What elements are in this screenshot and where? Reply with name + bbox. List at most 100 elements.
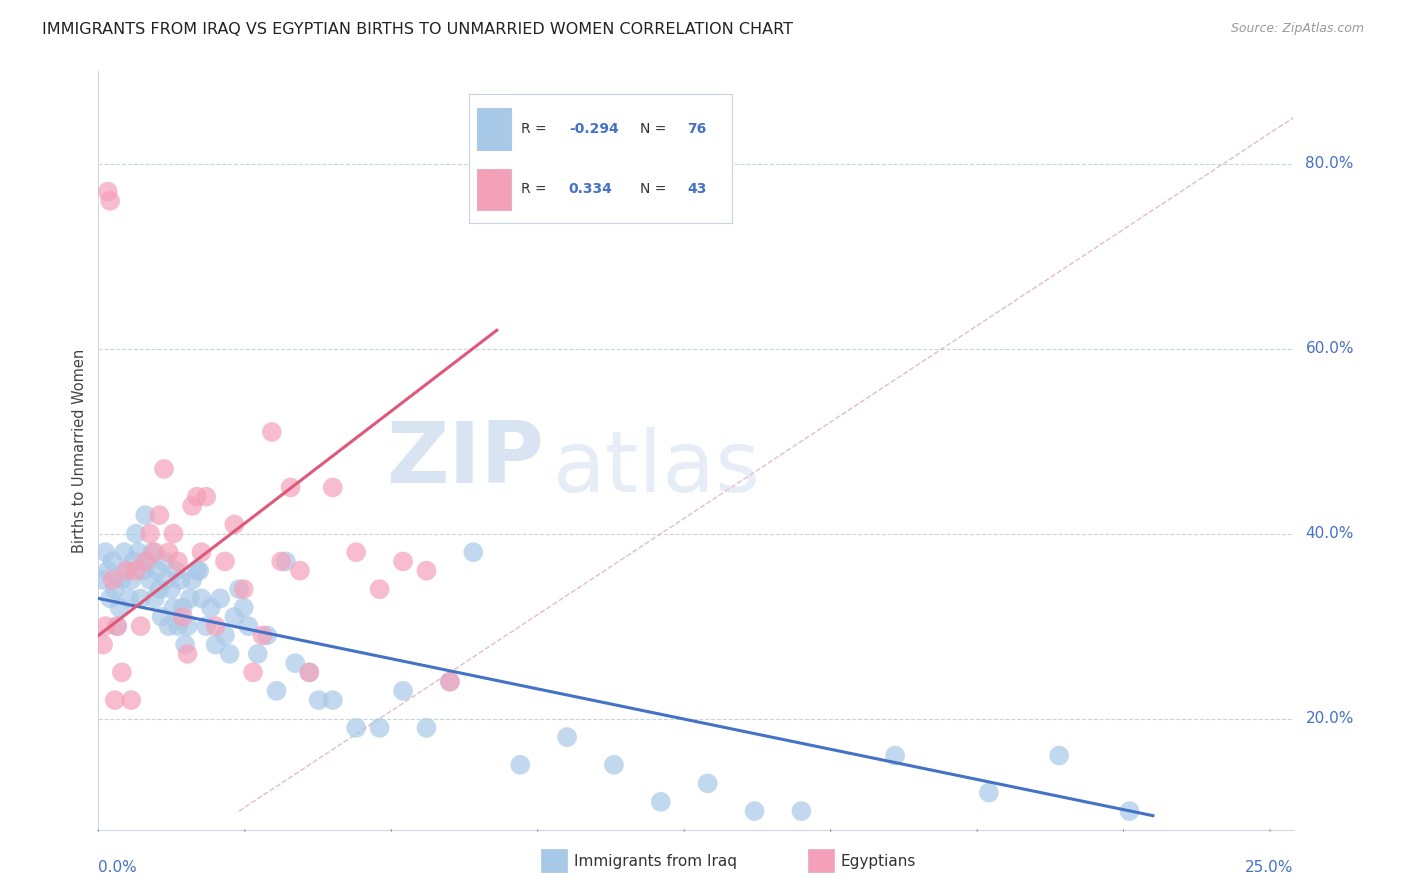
Point [120,573,142,587]
Text: 25.0%: 25.0% [1246,860,1294,875]
Point [153,462,176,476]
Point [141,545,163,559]
Point [143,545,166,559]
Point [274,554,297,568]
Point [186,564,208,578]
Point [195,619,218,633]
Point [181,573,204,587]
Text: atlas: atlas [553,427,761,510]
Point [150,610,173,624]
Point [165,564,187,578]
Text: 60.0%: 60.0% [1306,342,1354,356]
Point [162,526,184,541]
Point [246,647,269,661]
Point [136,554,159,568]
Point [153,554,176,568]
Point [167,619,190,633]
Point [155,573,177,587]
Text: Immigrants from Iraq: Immigrants from Iraq [574,855,737,869]
Text: IMMIGRANTS FROM IRAQ VS EGYPTIAN BIRTHS TO UNMARRIED WOMEN CORRELATION CHART: IMMIGRANTS FROM IRAQ VS EGYPTIAN BIRTHS … [42,22,793,37]
Point [115,564,138,578]
Point [127,545,149,559]
Point [415,564,437,578]
Point [884,748,907,763]
Point [97,185,120,199]
Point [176,647,198,661]
Point [204,638,226,652]
Point [120,693,142,707]
Point [115,564,138,578]
Point [696,776,718,790]
Point [744,804,766,818]
Point [344,721,367,735]
Point [1118,804,1140,818]
Point [224,610,246,624]
Point [188,564,211,578]
Point [129,591,152,606]
Point [179,591,201,606]
Point [322,693,344,707]
Point [298,665,321,680]
Point [555,730,578,744]
Point [209,591,232,606]
Point [186,490,208,504]
Point [104,582,127,596]
Point [160,582,183,596]
Point [224,517,246,532]
Point [169,573,191,587]
Point [195,490,218,504]
Point [104,693,127,707]
Point [790,804,813,818]
Point [270,554,292,568]
Point [91,573,114,587]
Point [200,600,222,615]
Point [439,674,461,689]
Point [97,564,120,578]
Point [238,619,260,633]
Point [98,194,121,208]
Point [228,582,250,596]
Point [94,619,117,633]
Point [108,600,131,615]
Point [298,665,321,680]
Point [172,600,194,615]
Point [260,425,283,439]
Text: Egyptians: Egyptians [841,855,917,869]
Point [91,638,114,652]
Point [218,647,240,661]
Point [308,693,330,707]
Text: Source: ZipAtlas.com: Source: ZipAtlas.com [1230,22,1364,36]
Point [146,564,169,578]
Point [252,628,274,642]
Point [280,480,302,494]
Point [977,786,1000,800]
Point [134,508,156,523]
Point [392,684,415,698]
Point [1047,748,1070,763]
Point [190,545,212,559]
Point [509,757,531,772]
Point [256,628,278,642]
Point [204,619,226,633]
Point [134,554,156,568]
Point [174,638,197,652]
Point [148,508,170,523]
Y-axis label: Births to Unmarried Women: Births to Unmarried Women [72,349,87,552]
Point [122,554,145,568]
Point [139,526,162,541]
Point [242,665,264,680]
Point [101,554,124,568]
Point [284,656,307,670]
Point [439,674,461,689]
Point [162,600,184,615]
Point [139,573,162,587]
Point [111,573,134,587]
Point [415,721,437,735]
Point [125,526,148,541]
Point [105,619,128,633]
Point [603,757,626,772]
Point [167,554,190,568]
Text: 20.0%: 20.0% [1306,711,1354,726]
Point [118,591,141,606]
Text: 80.0%: 80.0% [1306,156,1354,171]
